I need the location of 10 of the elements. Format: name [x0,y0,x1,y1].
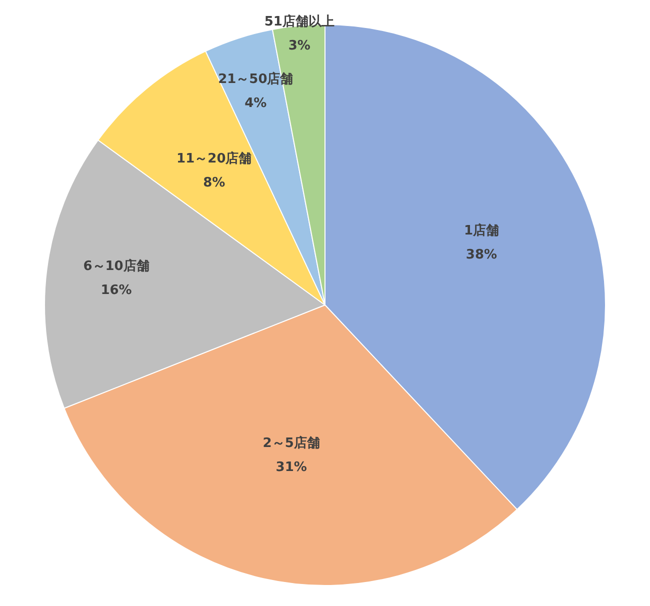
data-label: 31% [276,460,307,475]
data-label: 4% [244,96,267,111]
slice-label: 2～5店舗 [262,434,320,451]
data-label: 38% [466,247,498,262]
data-label: 8% [203,175,226,190]
slice-label: 1店舗 [464,222,500,238]
data-label: 16% [100,283,132,298]
data-label: 3% [288,38,310,54]
slice-label: 6～10店舗 [83,258,150,274]
slice-label: 11～20店舗 [176,150,252,166]
